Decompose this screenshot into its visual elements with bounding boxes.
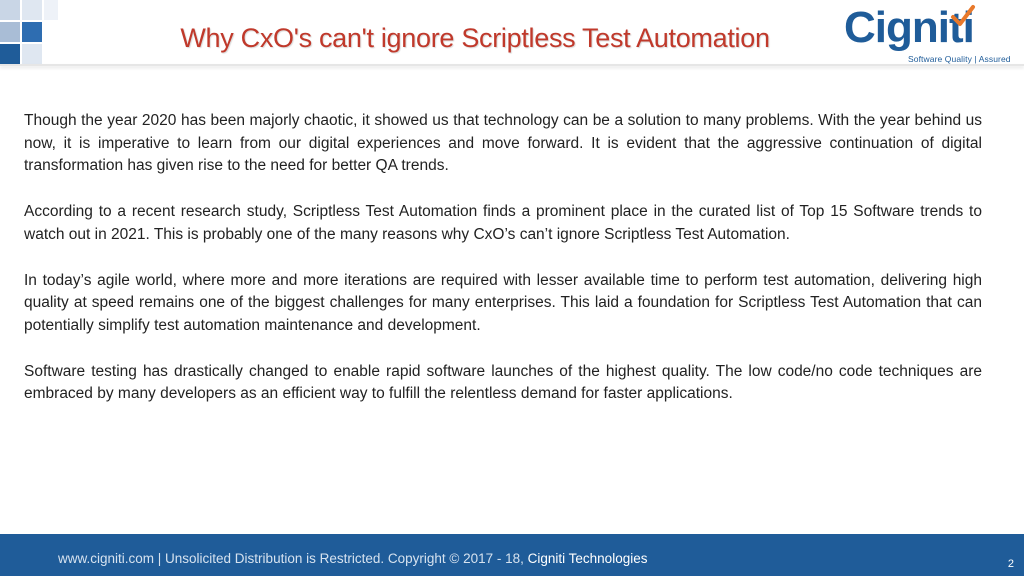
body-paragraph: According to a recent research study, Sc… [24, 203, 982, 243]
body-paragraph: Though the year 2020 has been majorly ch… [24, 112, 982, 175]
slide-body: Though the year 2020 has been majorly ch… [24, 110, 982, 429]
footer-company: Cigniti Technologies [527, 551, 648, 566]
footer-text: www.cigniti.com | Unsolicited Distributi… [58, 551, 528, 566]
header-divider [0, 64, 1024, 66]
checkmark-icon [951, 5, 975, 26]
slide-title: Why CxO's can't ignore Scriptless Test A… [180, 23, 770, 53]
body-paragraph: Software testing has drastically changed… [24, 362, 982, 403]
page-number: 2 [1007, 558, 1014, 570]
corner-decoration [0, 0, 60, 64]
footer-bar: www.cigniti.com | Unsolicited Distributi… [0, 534, 1024, 576]
logo-wordmark: Cigniti [844, 3, 975, 52]
logo-tagline: Software Quality | Assured [908, 54, 1011, 64]
footer-copyright: www.cigniti.com | Unsolicited Distributi… [58, 551, 647, 566]
body-paragraph: In today’s agile world, where more and m… [24, 271, 982, 334]
cigniti-logo: Cigniti Software Quality | Assured [842, 3, 1014, 66]
